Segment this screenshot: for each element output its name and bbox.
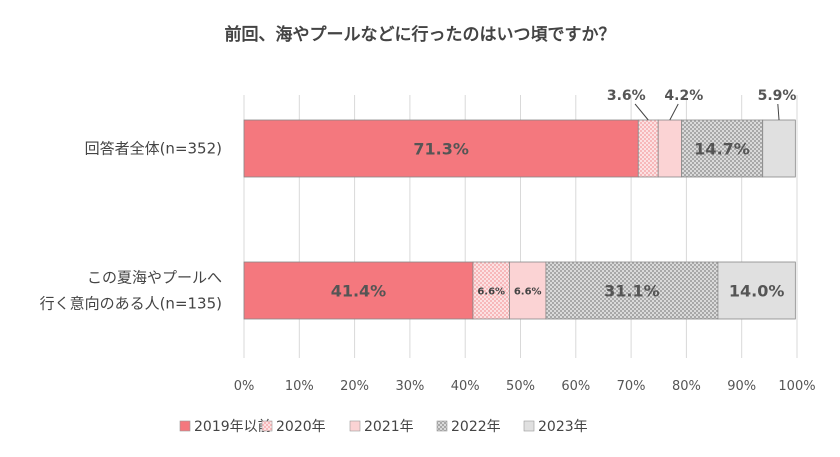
x-tick-label: 30% — [395, 379, 424, 394]
legend-swatch — [523, 420, 535, 432]
bar-segment — [762, 119, 796, 178]
category-label: 回答者全体(n=352) — [85, 140, 222, 158]
legend-swatch — [349, 420, 361, 432]
legend-swatch — [179, 420, 191, 432]
bar-segment — [545, 261, 719, 320]
category-label: 行く意向のある人(n=135) — [40, 295, 222, 313]
chart-title: 前回、海やプールなどに行ったのはいつ頃ですか？ — [225, 24, 616, 45]
bar-segment — [717, 261, 796, 320]
data-label: 14.7% — [694, 140, 750, 159]
x-tick-label: 80% — [672, 379, 701, 394]
bar-segment — [681, 119, 764, 178]
legend-label: 2023年 — [538, 419, 588, 435]
bar-segment — [243, 119, 639, 178]
legend-label: 2021年 — [364, 419, 414, 435]
bar-segment — [657, 119, 682, 178]
data-label: 4.2% — [664, 88, 703, 104]
x-tick-label: 70% — [617, 379, 646, 394]
bar-segment — [637, 119, 659, 178]
x-tick-label: 90% — [727, 379, 756, 394]
x-tick-label: 100% — [778, 379, 815, 394]
x-tick-label: 10% — [285, 379, 314, 394]
legend-swatch — [261, 420, 273, 432]
x-tick-label: 20% — [340, 379, 369, 394]
bar-segment — [509, 261, 547, 320]
data-label: 6.6% — [514, 287, 542, 298]
data-label: 3.6% — [607, 88, 646, 104]
data-label: 41.4% — [331, 282, 387, 301]
leader-line — [669, 103, 679, 121]
data-label: 6.6% — [477, 287, 505, 298]
x-tick-label: 0% — [234, 379, 255, 394]
legend-swatch — [436, 420, 448, 432]
legend-label: 2019年以前 — [194, 418, 272, 435]
category-label: この夏海やプールへ — [87, 269, 222, 287]
x-tick-label: 50% — [506, 379, 535, 394]
legend-label: 2020年 — [276, 419, 326, 435]
leader-line — [777, 103, 780, 121]
data-label: 14.0% — [729, 282, 785, 301]
x-tick-label: 40% — [451, 379, 480, 394]
leader-line — [634, 103, 649, 121]
legend-label: 2022年 — [451, 419, 501, 435]
x-tick-label: 60% — [561, 379, 590, 394]
bar-segment — [243, 261, 474, 320]
data-label: 5.9% — [758, 88, 797, 104]
data-label: 71.3% — [413, 140, 469, 159]
bar-segment — [472, 261, 510, 320]
data-label: 31.1% — [604, 282, 660, 301]
